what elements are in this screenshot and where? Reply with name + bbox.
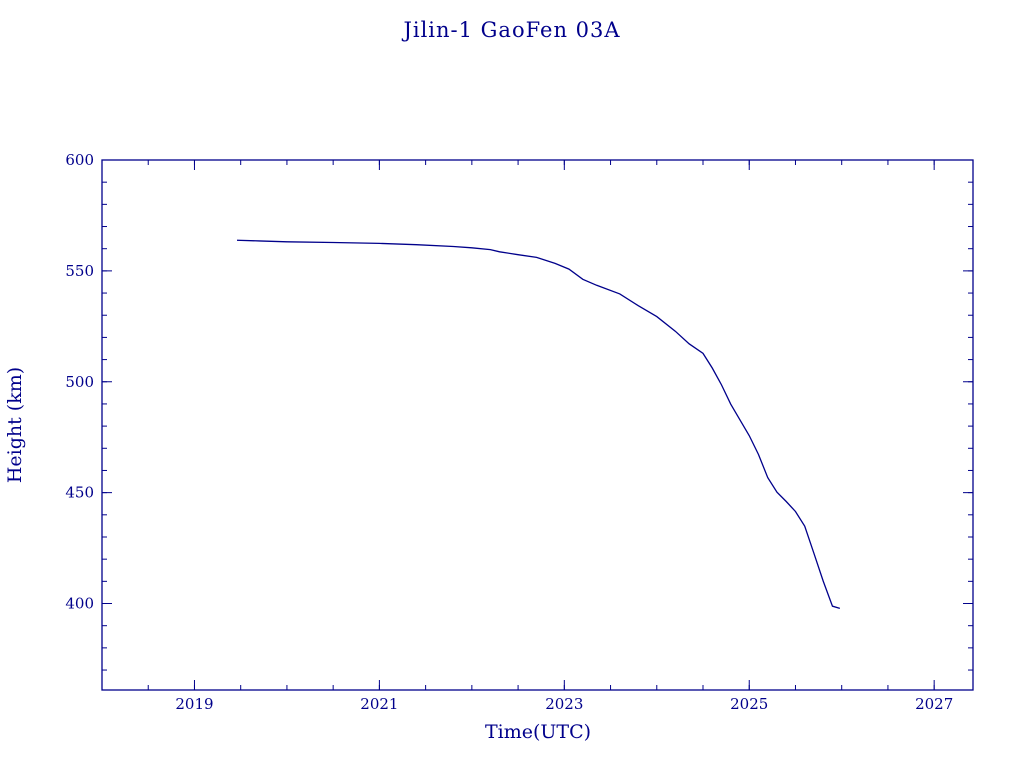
x-tick-label: 2023 [545,695,583,713]
y-tick-label: 450 [65,484,94,502]
plot-frame [101,159,974,691]
x-tick-label: 2021 [360,695,398,713]
chart-title: Jilin-1 GaoFen 03A [401,18,620,42]
y-axis-label: Height (km) [4,367,26,483]
y-tick-label: 550 [65,262,94,280]
y-tick-label: 600 [65,151,94,169]
x-axis-label: Time(UTC) [485,721,591,743]
y-tick-label: 400 [65,595,94,613]
x-tick-label: 2025 [730,695,768,713]
axes: 2019 2021 2023 2025 2027 400 450 500 550 600 [65,151,973,713]
y-tick-label: 500 [65,373,94,391]
x-tick-label: 2019 [175,695,213,713]
x-tick-label: 2027 [915,695,953,713]
height-series-line [236,239,841,610]
